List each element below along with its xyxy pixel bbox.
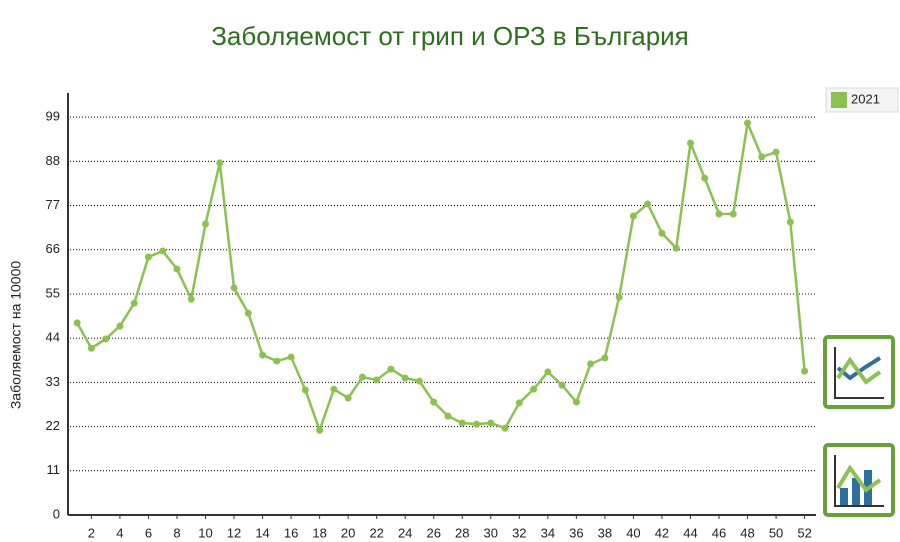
chart-title: Заболяемост от грип и ОРЗ в България xyxy=(211,21,689,51)
data-point xyxy=(801,367,809,375)
x-tick-label: 14 xyxy=(255,525,269,540)
y-tick-label: 22 xyxy=(46,418,60,433)
x-tick-label: 48 xyxy=(740,525,754,540)
x-tick-label: 34 xyxy=(541,525,555,540)
data-point xyxy=(701,174,709,182)
chart-type-icon[interactable] xyxy=(823,335,895,409)
data-point xyxy=(387,365,395,373)
data-point xyxy=(287,353,295,361)
data-point xyxy=(273,357,281,365)
chart-type-icon[interactable] xyxy=(823,443,895,517)
x-tick-label: 10 xyxy=(198,525,212,540)
y-tick-label: 99 xyxy=(46,109,60,124)
x-tick-label: 50 xyxy=(769,525,783,540)
series-line xyxy=(76,118,806,434)
x-tick-label: 40 xyxy=(626,525,640,540)
y-tick-label: 77 xyxy=(46,197,60,212)
data-point xyxy=(572,398,580,406)
x-tick-label: 44 xyxy=(683,525,697,540)
x-tick-label: 12 xyxy=(227,525,241,540)
data-point xyxy=(458,419,466,427)
x-tick-label: 52 xyxy=(797,525,811,540)
x-tick-label: 38 xyxy=(598,525,612,540)
x-tick-label: 28 xyxy=(455,525,469,540)
data-point xyxy=(629,212,637,220)
data-point xyxy=(501,424,509,432)
data-point xyxy=(301,386,309,394)
data-point xyxy=(644,200,652,208)
data-point xyxy=(601,354,609,362)
data-point xyxy=(658,229,666,237)
data-point xyxy=(116,322,124,330)
x-tick-label: 2 xyxy=(88,525,95,540)
data-point xyxy=(715,210,723,218)
x-tick-label: 6 xyxy=(145,525,152,540)
data-point xyxy=(216,159,224,167)
y-tick-label: 11 xyxy=(47,462,61,477)
data-point xyxy=(73,319,81,327)
data-point xyxy=(729,210,737,218)
data-point xyxy=(430,398,438,406)
data-point xyxy=(330,385,338,393)
data-point xyxy=(144,253,152,261)
data-point xyxy=(587,360,595,368)
data-point xyxy=(530,385,538,393)
data-point xyxy=(230,284,238,292)
data-point xyxy=(187,295,195,303)
data-point xyxy=(244,309,252,317)
y-axis-label: Заболяемост на 10000 xyxy=(8,261,24,410)
data-point xyxy=(772,148,780,156)
data-point xyxy=(373,376,381,384)
x-tick-label: 26 xyxy=(426,525,440,540)
data-point xyxy=(615,293,623,301)
data-point xyxy=(159,247,167,255)
data-point xyxy=(415,377,423,385)
x-tick-label: 18 xyxy=(312,525,326,540)
data-point xyxy=(473,420,481,428)
data-point xyxy=(558,381,566,389)
x-tick-label: 22 xyxy=(369,525,383,540)
data-point xyxy=(686,139,694,147)
x-tick-label: 4 xyxy=(116,525,123,540)
legend-label: 2021 xyxy=(851,91,880,106)
data-point xyxy=(173,265,181,273)
data-point xyxy=(316,426,324,434)
data-point xyxy=(259,351,267,359)
x-tick-label: 30 xyxy=(484,525,498,540)
x-tick-label: 42 xyxy=(655,525,669,540)
y-tick-label: 33 xyxy=(46,374,60,389)
y-tick-label: 0 xyxy=(53,506,60,521)
x-tick-label: 24 xyxy=(398,525,412,540)
legend-swatch xyxy=(831,92,847,108)
y-tick-label: 66 xyxy=(46,241,60,256)
data-point xyxy=(672,244,680,252)
data-point xyxy=(202,220,210,228)
x-tick-label: 46 xyxy=(712,525,726,540)
data-point xyxy=(444,412,452,420)
data-point xyxy=(786,218,794,226)
y-tick-label: 88 xyxy=(46,153,60,168)
x-tick-label: 32 xyxy=(512,525,526,540)
data-point xyxy=(544,368,552,376)
data-point xyxy=(87,344,95,352)
y-tick-label: 55 xyxy=(46,285,60,300)
data-point xyxy=(401,374,409,382)
data-point xyxy=(358,373,366,381)
data-point xyxy=(515,399,523,407)
data-point xyxy=(744,119,752,127)
y-tick-label: 44 xyxy=(46,330,60,345)
data-point xyxy=(344,394,352,402)
x-tick-label: 16 xyxy=(284,525,298,540)
x-tick-label: 20 xyxy=(341,525,355,540)
data-point xyxy=(130,299,138,307)
x-tick-label: 8 xyxy=(173,525,180,540)
x-tick-label: 36 xyxy=(569,525,583,540)
data-point xyxy=(758,153,766,161)
data-point xyxy=(487,419,495,427)
data-point xyxy=(102,335,110,343)
